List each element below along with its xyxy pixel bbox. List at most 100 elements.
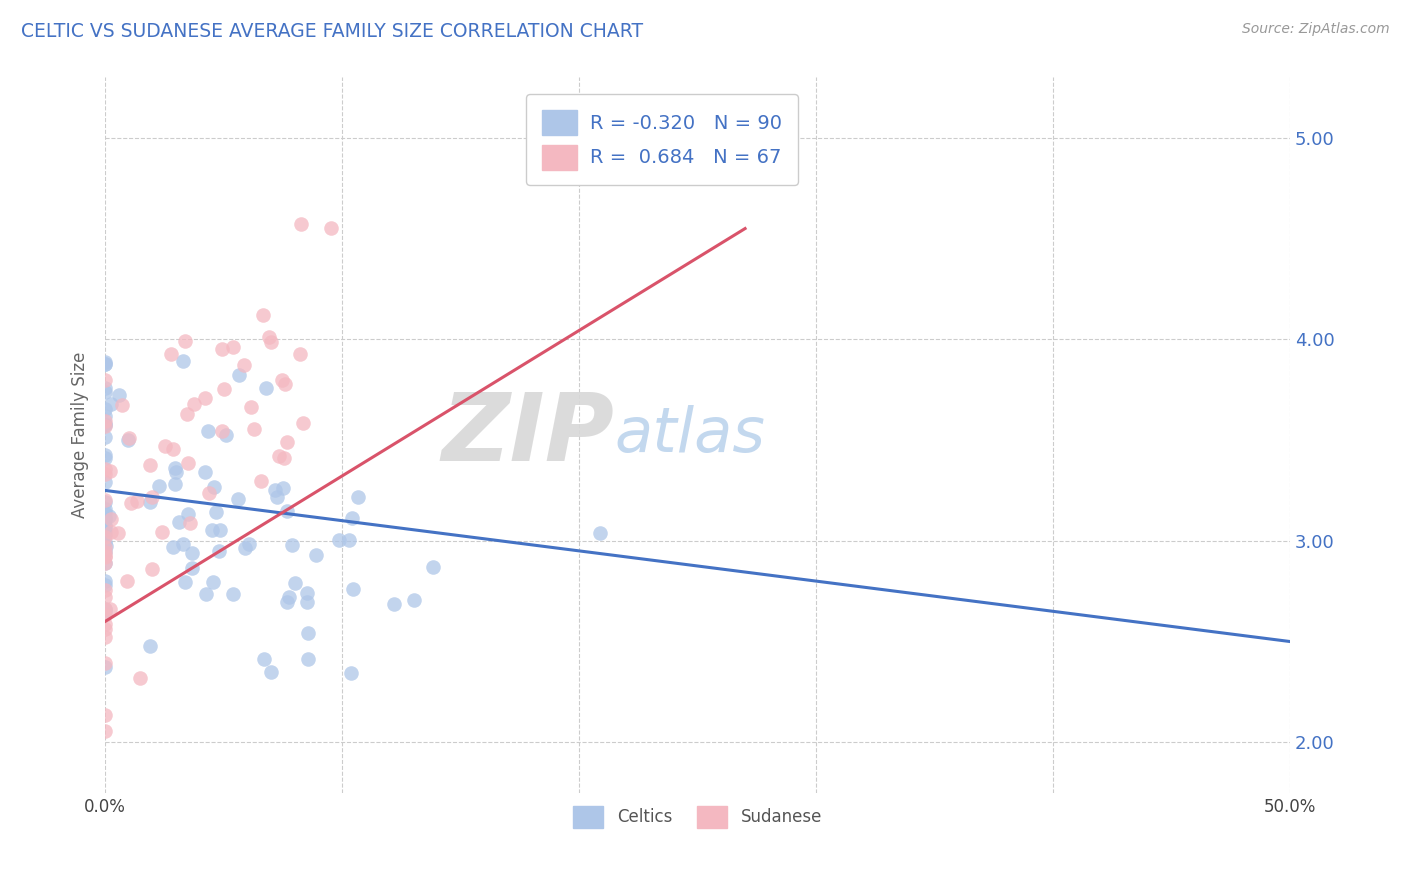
Point <box>94 419 117 434</box>
Point <box>274 376 297 391</box>
Legend: Celtics, Sudanese: Celtics, Sudanese <box>567 799 828 834</box>
Point <box>94 539 117 553</box>
Point <box>288 347 311 361</box>
Point <box>94 545 117 559</box>
Point <box>94 617 117 632</box>
Point <box>271 373 294 387</box>
Point <box>589 525 612 540</box>
Point <box>94 451 117 466</box>
Point <box>211 424 233 438</box>
Point <box>165 465 187 479</box>
Point <box>94 381 117 395</box>
Point <box>141 561 163 575</box>
Point <box>94 512 117 526</box>
Point <box>159 347 181 361</box>
Point <box>238 537 260 551</box>
Point <box>239 400 262 414</box>
Point <box>94 357 117 371</box>
Point <box>94 724 117 739</box>
Point <box>120 495 142 509</box>
Point <box>271 481 294 495</box>
Point <box>194 392 217 406</box>
Point <box>276 595 298 609</box>
Point <box>264 483 287 497</box>
Point <box>290 217 312 231</box>
Point <box>148 479 170 493</box>
Point <box>94 449 117 463</box>
Text: CELTIC VS SUDANESE AVERAGE FAMILY SIZE CORRELATION CHART: CELTIC VS SUDANESE AVERAGE FAMILY SIZE C… <box>21 22 643 41</box>
Point <box>297 626 319 640</box>
Point <box>107 526 129 541</box>
Point <box>252 308 274 322</box>
Point <box>183 397 205 411</box>
Point <box>328 533 350 548</box>
Point <box>94 501 117 516</box>
Point <box>150 525 173 540</box>
Point <box>228 492 250 507</box>
Point <box>100 512 122 526</box>
Point <box>337 533 360 547</box>
Point <box>94 355 117 369</box>
Point <box>212 382 235 396</box>
Point <box>94 402 117 417</box>
Point <box>94 507 117 521</box>
Point <box>100 524 122 539</box>
Point <box>214 428 236 442</box>
Point <box>94 659 117 673</box>
Point <box>222 340 245 354</box>
Point <box>94 544 117 558</box>
Point <box>94 623 117 637</box>
Point <box>94 604 117 618</box>
Point <box>181 546 204 560</box>
Point <box>94 475 117 489</box>
Point <box>94 556 117 570</box>
Point <box>141 490 163 504</box>
Y-axis label: Average Family Size: Average Family Size <box>72 351 89 518</box>
Point <box>174 575 197 590</box>
Point <box>347 490 370 504</box>
Point <box>163 461 186 475</box>
Point <box>167 516 190 530</box>
Point <box>208 543 231 558</box>
Point <box>94 523 117 537</box>
Point <box>228 368 250 382</box>
Point <box>198 486 221 500</box>
Point <box>342 510 364 524</box>
Point <box>382 597 405 611</box>
Point <box>266 490 288 504</box>
Point <box>94 556 117 570</box>
Point <box>242 422 264 436</box>
Point <box>305 549 328 563</box>
Point <box>233 541 256 555</box>
Point <box>197 424 219 438</box>
Point <box>291 417 314 431</box>
Point <box>222 587 245 601</box>
Point <box>254 380 277 394</box>
Point <box>174 334 197 349</box>
Point <box>94 602 117 616</box>
Point <box>153 439 176 453</box>
Point <box>94 467 117 481</box>
Point <box>94 540 117 554</box>
Point <box>163 476 186 491</box>
Text: Source: ZipAtlas.com: Source: ZipAtlas.com <box>1241 22 1389 37</box>
Point <box>108 388 131 402</box>
Point <box>94 373 117 387</box>
Point <box>194 465 217 479</box>
Point <box>181 560 204 574</box>
Point <box>117 434 139 448</box>
Point <box>297 652 319 666</box>
Point <box>277 590 299 604</box>
Point <box>94 631 117 645</box>
Point <box>94 656 117 670</box>
Point <box>250 474 273 488</box>
Point <box>162 442 184 457</box>
Point <box>94 527 117 541</box>
Point <box>162 540 184 554</box>
Point <box>276 435 298 450</box>
Point <box>94 534 117 549</box>
Point <box>260 335 283 350</box>
Point <box>176 407 198 421</box>
Point <box>259 665 281 680</box>
Point <box>211 342 233 356</box>
